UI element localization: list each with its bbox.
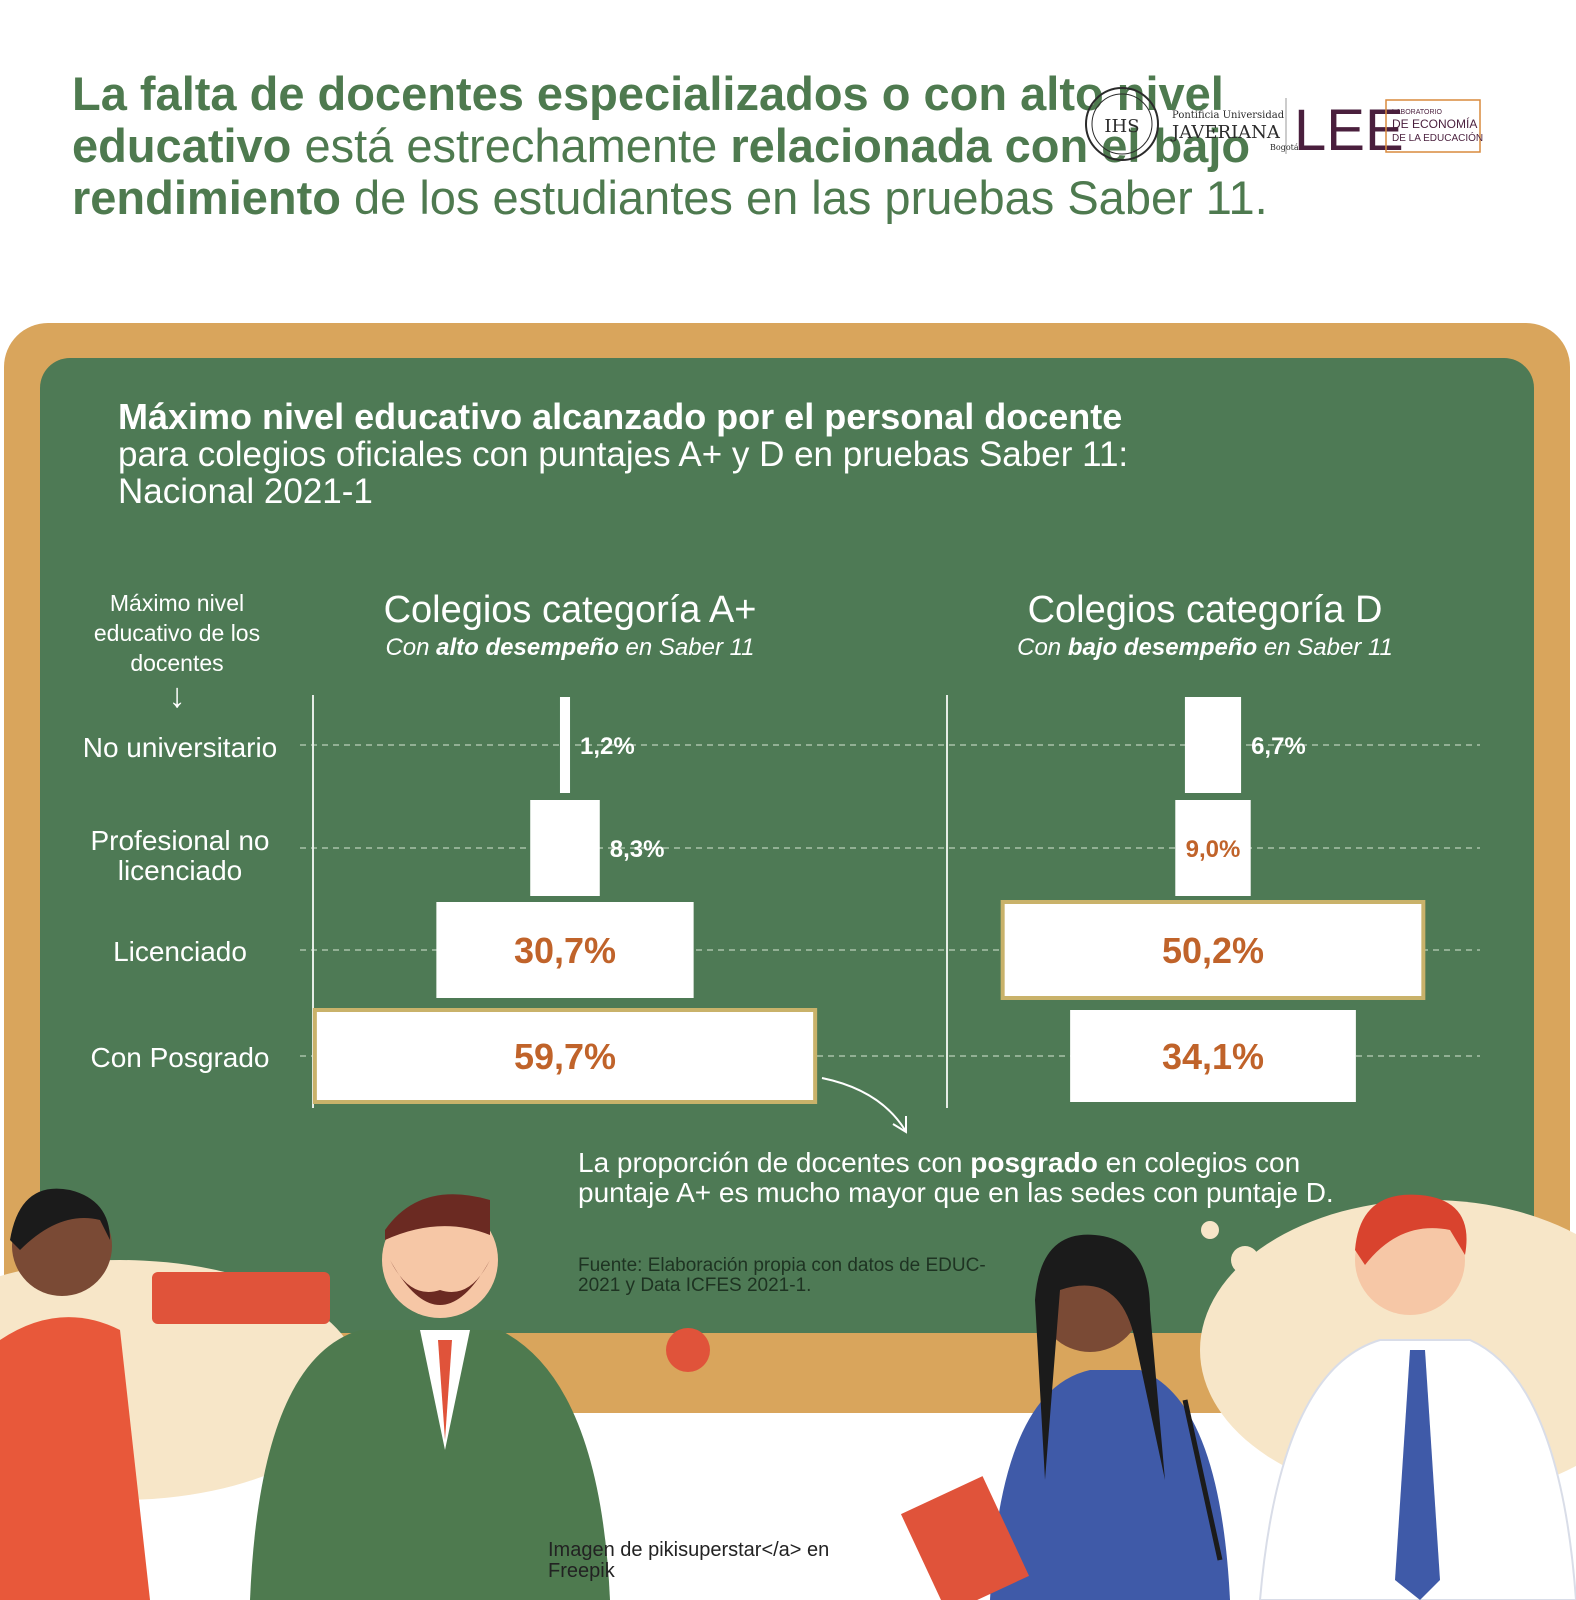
chart-title: Máximo nivel educativo alcanzado por el … bbox=[118, 396, 1123, 437]
series-subtitle-d: Con bajo desempeño en Saber 11 bbox=[1017, 634, 1393, 661]
data-label-aplus-0: 1,2% bbox=[580, 733, 635, 760]
data-label-d-0: 6,7% bbox=[1251, 733, 1306, 760]
lee-line1: DE ECONOMÍA bbox=[1392, 116, 1477, 131]
note-arrow-icon bbox=[821, 1077, 906, 1131]
teacher-woman-glasses bbox=[900, 1221, 1259, 1600]
chalkboard bbox=[40, 358, 1534, 1333]
javeriana-line3: Bogotá bbox=[1270, 143, 1299, 152]
bar-d-0 bbox=[1184, 697, 1242, 793]
headline-bold-3: relacionada con el bajo rendimiento bbox=[72, 119, 1251, 224]
seal-text: IHS bbox=[1104, 116, 1139, 137]
teachers-illustration bbox=[0, 1188, 1576, 1600]
pointer-stick-icon bbox=[1182, 1399, 1223, 1561]
series-name-aplus: Colegios categoría A+ bbox=[383, 589, 757, 631]
lee-line2: DE LA EDUCACIÓN bbox=[1392, 131, 1483, 144]
teacher-man-redhair bbox=[1182, 1194, 1576, 1600]
headline-bold-1: La falta de docentes especializados o co… bbox=[72, 67, 1224, 172]
bar-aplus-1 bbox=[530, 800, 600, 896]
y-axis-label: Máximo nivel educativo de los docentes bbox=[93, 590, 261, 676]
book-icon bbox=[900, 1476, 1030, 1600]
apple-icon bbox=[666, 1328, 710, 1372]
column-heading-d: Colegios categoría D Con bajo desempeño … bbox=[970, 588, 1440, 664]
series-name-d: Colegios categoría D bbox=[1027, 589, 1383, 631]
chart-title-block: Máximo nivel educativo alcanzado por el … bbox=[118, 396, 1238, 511]
headline: La falta de docentes especializados o co… bbox=[72, 68, 1402, 224]
lee-small: LABORATORIO bbox=[1392, 109, 1442, 116]
category-label-2: Licenciado bbox=[113, 936, 247, 967]
headline-text-2: está estrechamente bbox=[291, 119, 731, 172]
bar-d-3 bbox=[1070, 1010, 1356, 1102]
javeriana-line2: JAVERIANA bbox=[1170, 122, 1281, 143]
y-axis-heading: Máximo nivel educativo de los docentes ↓ bbox=[72, 588, 282, 714]
bar-d-1 bbox=[1175, 800, 1251, 896]
down-arrow-icon: ↓ bbox=[168, 677, 186, 715]
javeriana-seal-icon: IHS bbox=[1085, 87, 1159, 161]
note-arrowhead-icon bbox=[892, 1116, 907, 1134]
chart-subtitle: para colegios oficiales con puntajes A+ … bbox=[118, 435, 1129, 511]
data-label-aplus-2: 30,7% bbox=[514, 930, 616, 971]
teacher-woman-left bbox=[0, 1188, 150, 1600]
image-credit: Imagen de pikisuperstar</a> en Freepik bbox=[548, 1539, 830, 1582]
category-label-1: Profesional no licenciado bbox=[90, 825, 270, 886]
column-heading-aplus: Colegios categoría A+ Con alto desempeño… bbox=[350, 588, 790, 664]
series-subtitle-aplus: Con alto desempeño en Saber 11 bbox=[385, 634, 755, 661]
data-label-aplus-1: 8,3% bbox=[610, 836, 665, 863]
bar-aplus-0 bbox=[559, 697, 571, 793]
institution-logos: IHS Pontificia Universidad JAVERIANA Bog… bbox=[1085, 87, 1483, 163]
category-label-3: Con Posgrado bbox=[90, 1042, 270, 1073]
bar-aplus-2 bbox=[436, 902, 694, 998]
data-label-d-1: 9,0% bbox=[1186, 836, 1241, 863]
eraser-icon bbox=[152, 1272, 330, 1324]
bar-d-2 bbox=[1000, 900, 1426, 1000]
data-label-d-3: 34,1% bbox=[1162, 1036, 1264, 1077]
category-label-0: No universitario bbox=[82, 732, 278, 763]
source-text: Fuente: Elaboración propia con datos de … bbox=[578, 1255, 986, 1296]
data-label-d-2: 50,2% bbox=[1162, 930, 1264, 971]
teacher-man-beard bbox=[250, 1194, 710, 1600]
headline-text-4: de los estudiantes en las pruebas Saber … bbox=[340, 171, 1268, 224]
data-label-aplus-3: 59,7% bbox=[514, 1036, 616, 1077]
javeriana-line1: Pontificia Universidad bbox=[1172, 110, 1285, 121]
chart-note: La proporción de docentes con posgrado e… bbox=[578, 1147, 1334, 1208]
bar-aplus-3 bbox=[312, 1008, 818, 1104]
